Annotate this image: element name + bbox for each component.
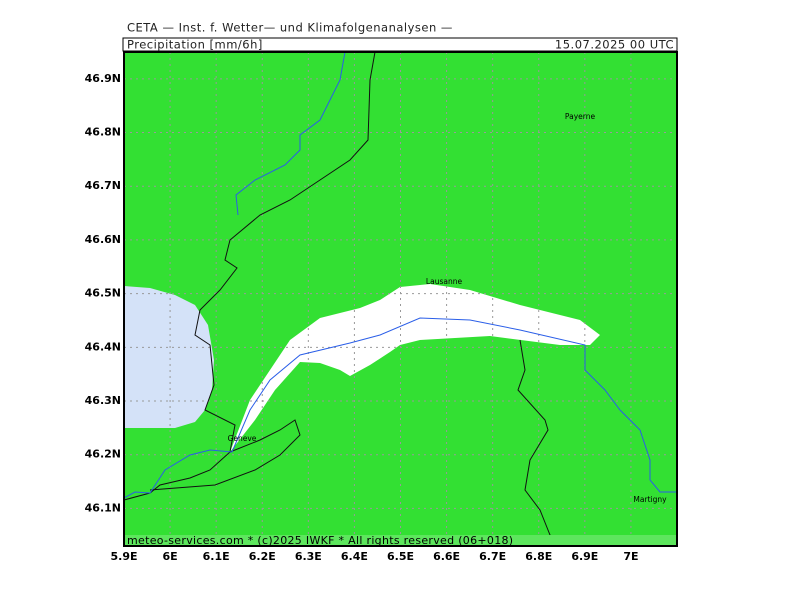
city-label: Lausanne xyxy=(426,277,463,286)
y-tick-label: 46.7N xyxy=(85,179,121,192)
y-tick-label: 46.8N xyxy=(85,126,121,139)
x-tick-label: 6.8E xyxy=(525,550,552,563)
y-tick-label: 46.4N xyxy=(85,340,121,353)
x-tick-label: 6.3E xyxy=(295,550,322,563)
border xyxy=(517,339,561,547)
x-tick-label: 6.2E xyxy=(249,550,276,563)
x-tick-label: 6.4E xyxy=(341,550,368,563)
y-tick-label: 46.3N xyxy=(85,394,121,407)
x-tick-label: 6.7E xyxy=(479,550,506,563)
lake xyxy=(230,284,600,452)
precip-area xyxy=(124,286,214,428)
city-label: Payerne xyxy=(565,112,596,121)
x-tick-label: 6.9E xyxy=(571,550,598,563)
city-label: Geneve xyxy=(228,434,257,443)
map-frame xyxy=(123,51,678,547)
map-area: meteo-services.com * (c)2025 IWKF * All … xyxy=(123,51,678,547)
city-label: Martigny xyxy=(633,495,667,504)
river xyxy=(123,317,677,499)
field-name: Precipitation [mm/6h] xyxy=(127,38,263,52)
footer-bar xyxy=(124,535,677,546)
x-tick-label: 6E xyxy=(162,550,177,563)
border xyxy=(149,419,301,491)
x-tick-label: 5.9E xyxy=(110,550,137,563)
x-tick-label: 6.1E xyxy=(203,550,230,563)
y-tick-label: 46.5N xyxy=(85,287,121,300)
y-tick-label: 46.2N xyxy=(85,448,121,461)
y-tick-label: 46.1N xyxy=(85,501,121,514)
x-tick-label: 6.6E xyxy=(433,550,460,563)
river xyxy=(235,51,346,216)
y-tick-label: 46.6N xyxy=(85,233,121,246)
header-title: CETA — Inst. f. Wetter— und Klimafolgena… xyxy=(127,21,453,35)
x-tick-label: 7E xyxy=(623,550,638,563)
valid-time: 15.07.2025 00 UTC xyxy=(555,38,674,52)
copyright: meteo-services.com * (c)2025 IWKF * All … xyxy=(127,534,513,547)
border xyxy=(123,51,376,501)
y-tick-label: 46.9N xyxy=(85,72,121,85)
x-tick-label: 6.5E xyxy=(387,550,414,563)
